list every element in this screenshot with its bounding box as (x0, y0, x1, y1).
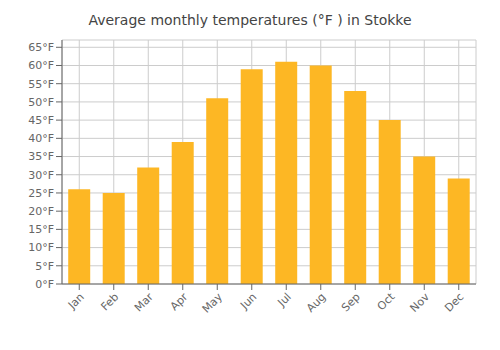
svg-text:65°F: 65°F (28, 41, 54, 54)
svg-text:5°F: 5°F (35, 260, 54, 273)
svg-text:Oct: Oct (375, 290, 398, 313)
svg-text:30°F: 30°F (28, 169, 54, 182)
svg-text:20°F: 20°F (28, 205, 54, 218)
svg-text:60°F: 60°F (28, 59, 54, 72)
svg-text:Sep: Sep (339, 290, 363, 314)
svg-text:May: May (200, 290, 226, 316)
svg-text:Jan: Jan (65, 290, 87, 312)
svg-text:Nov: Nov (408, 290, 433, 315)
svg-text:40°F: 40°F (28, 132, 54, 145)
svg-text:Dec: Dec (442, 290, 466, 314)
svg-text:Jul: Jul (275, 290, 294, 309)
svg-text:10°F: 10°F (28, 241, 54, 254)
svg-text:35°F: 35°F (28, 150, 54, 163)
svg-text:50°F: 50°F (28, 96, 54, 109)
svg-text:55°F: 55°F (28, 78, 54, 91)
svg-text:0°F: 0°F (35, 278, 54, 291)
svg-text:Mar: Mar (132, 290, 156, 314)
svg-text:45°F: 45°F (28, 114, 54, 127)
svg-text:Feb: Feb (98, 290, 121, 313)
svg-text:Apr: Apr (168, 290, 191, 313)
svg-text:Jun: Jun (237, 290, 259, 312)
svg-text:25°F: 25°F (28, 187, 54, 200)
svg-text:15°F: 15°F (28, 223, 54, 236)
svg-text:Aug: Aug (304, 290, 328, 314)
html-text:Average monthly temperatures (: Average monthly temperatures (°F ) in St… (88, 12, 412, 28)
